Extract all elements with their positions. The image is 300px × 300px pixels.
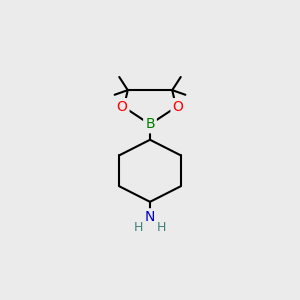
Text: B: B <box>145 117 155 131</box>
Text: O: O <box>172 100 183 114</box>
Text: N: N <box>145 210 155 224</box>
Text: O: O <box>117 100 128 114</box>
Text: H: H <box>157 221 166 234</box>
Text: H: H <box>134 221 143 234</box>
